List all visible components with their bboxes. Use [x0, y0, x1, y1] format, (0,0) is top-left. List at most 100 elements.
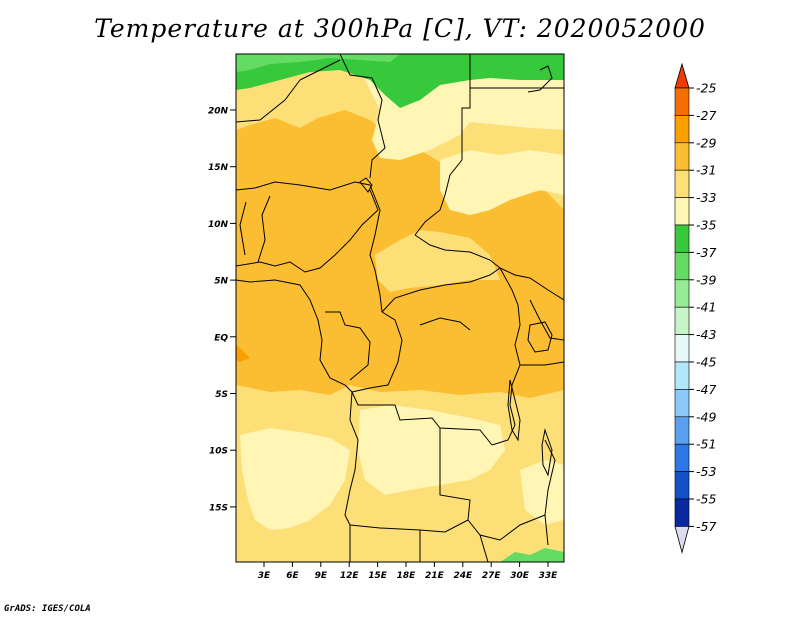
colorbar-label: -53 — [696, 464, 716, 479]
field-southeast-pale — [520, 460, 564, 525]
border-angola-zambia — [439, 428, 471, 521]
field-central-light — [375, 230, 500, 292]
colorbar-swatch — [674, 115, 690, 144]
border-congo-drc — [351, 311, 403, 393]
colorbar-swatch — [674, 279, 690, 308]
field-south-pale-center — [358, 405, 505, 495]
lon-tick-label: 6E — [286, 571, 299, 581]
colorbar: -25 -27 -29 -31 -33 -35 -37 -39 -41 -43 -45 -47 -49 -… — [674, 62, 716, 554]
lat-tick-label: 15S — [209, 503, 228, 513]
lon-tick-label: 18E — [397, 571, 417, 581]
border-togo — [239, 201, 247, 256]
colorbar-label: -29 — [696, 135, 716, 150]
lat-tick-label: 20N — [208, 107, 229, 117]
colorbar-bottom-triangle — [674, 526, 690, 554]
colorbar-label: -45 — [696, 355, 716, 370]
border-cameroon-car — [369, 184, 383, 313]
lat-tick-label: 10N — [208, 220, 229, 230]
lat-tick-label: 15N — [208, 163, 229, 173]
border-benin — [257, 195, 271, 263]
field-south-pale-west — [240, 428, 350, 530]
colorbar-label: -31 — [696, 163, 716, 178]
colorbar-top-triangle — [674, 62, 690, 89]
lon-tick-label: 30E — [510, 571, 530, 581]
field-north-lightgreen — [236, 54, 400, 72]
lon-tick-label: 3E — [258, 571, 271, 581]
border-zambia-zimbabwe — [467, 514, 546, 541]
lon-tick-label: 33E — [539, 571, 559, 581]
colorbar-label: -47 — [696, 382, 716, 397]
border-kenya — [529, 299, 564, 341]
border-nigeria-cameroon — [236, 189, 379, 273]
lake-tanganyika — [507, 379, 521, 442]
lake-victoria — [527, 321, 553, 353]
border-sudan-south — [499, 267, 564, 301]
colorbar-swatch — [674, 361, 690, 390]
border-car-south — [381, 267, 501, 313]
colorbar-swatch — [674, 443, 690, 472]
lake-chad — [359, 177, 373, 193]
temperature-field — [236, 54, 564, 562]
river-congo — [419, 317, 471, 331]
border-niger — [236, 79, 301, 123]
colorbar-label: -55 — [696, 492, 716, 507]
border-nigeria-north — [236, 181, 371, 191]
border-sudan-west — [414, 159, 463, 236]
colorbar-swatch — [674, 416, 690, 445]
red-sea-coast — [527, 65, 553, 93]
colorbar-label: -39 — [696, 272, 716, 287]
field-north-green — [236, 54, 564, 108]
lat-tick-label: 5S — [215, 390, 228, 400]
border-libya-egypt — [461, 54, 471, 160]
colorbar-swatch — [674, 197, 690, 226]
lon-tick-label: 21E — [425, 571, 445, 581]
lon-tick-label: 27E — [482, 571, 502, 581]
colorbar-label: -27 — [696, 108, 716, 123]
colorbar-label: -41 — [696, 300, 716, 315]
country-borders — [236, 54, 564, 562]
colorbar-swatch — [674, 306, 690, 335]
colorbar-label: -33 — [696, 190, 716, 205]
colorbar-label: -43 — [696, 327, 716, 342]
border-niger-chad — [299, 59, 341, 81]
colorbar-swatch — [674, 471, 690, 500]
lon-tick-label: 12E — [340, 571, 360, 581]
lon-tick-label: 9E — [315, 571, 328, 581]
grads-credit: GrADS: IGES/COLA — [4, 604, 91, 614]
lat-tick-label: 10S — [209, 447, 228, 457]
colorbar-label: -35 — [696, 218, 716, 233]
field-west-deep — [236, 345, 250, 362]
lat-tick-label: 5N — [214, 277, 228, 287]
colorbar-swatch — [674, 224, 690, 253]
border-gabon-congo — [325, 311, 371, 381]
border-tanzania — [520, 361, 564, 366]
field-east-pale — [440, 150, 564, 215]
colorbar-label: -49 — [696, 409, 716, 424]
colorbar-swatch — [674, 252, 690, 281]
colorbar-label: -51 — [696, 437, 716, 452]
map-frame — [235, 53, 565, 563]
lon-tick-label: 15E — [368, 571, 388, 581]
map-title: Temperature at 300hPa [C], VT: 202005200… — [94, 14, 706, 43]
colorbar-swatch — [674, 142, 690, 171]
lat-tick-label: EQ — [214, 333, 228, 343]
colorbar-swatch — [674, 169, 690, 198]
border-chad-north — [339, 54, 386, 179]
colorbar-label: -37 — [696, 245, 716, 260]
colorbar-swatch — [674, 87, 690, 116]
longitude-axis: 3E 6E 9E 12E 15E 18E 21E 24E 27E 30E 33E — [258, 562, 558, 581]
border-zimbabwe-south — [479, 534, 489, 562]
colorbar-swatch — [674, 389, 690, 418]
colorbar-swatch — [674, 498, 690, 527]
colorbar-swatch — [674, 334, 690, 363]
border-drc-angola — [351, 391, 493, 446]
colorbar-label: -25 — [696, 81, 716, 96]
field-southeast-green — [500, 548, 564, 562]
coast-west — [236, 279, 359, 562]
lon-tick-label: 24E — [453, 571, 473, 581]
colorbar-label: -57 — [696, 519, 716, 534]
lake-malawi — [541, 428, 553, 477]
border-car-sudan — [414, 234, 501, 269]
latitude-axis: 20N 15N 10N 5N EQ 5S 10S 15S — [208, 107, 236, 513]
